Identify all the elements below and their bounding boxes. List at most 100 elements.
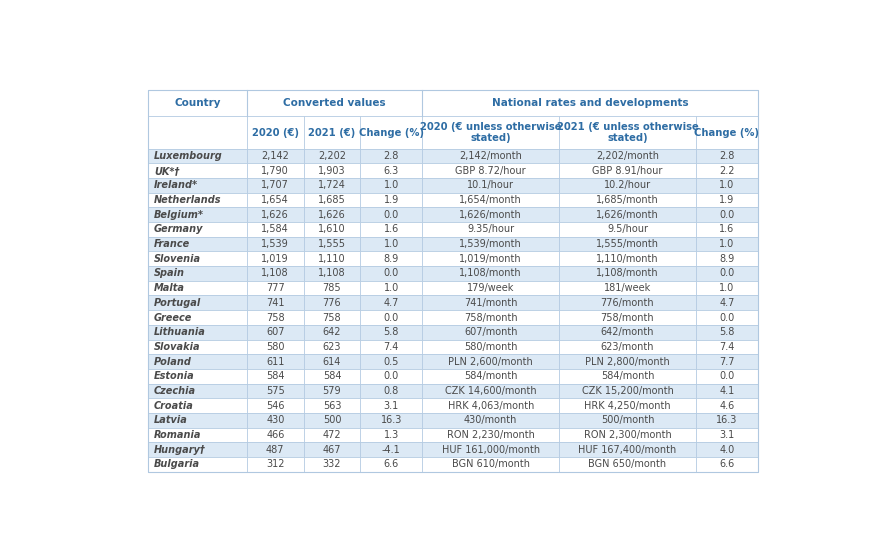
Text: Ireland*: Ireland* (154, 181, 198, 190)
Text: RON 2,230/month: RON 2,230/month (446, 430, 535, 440)
Bar (559, 339, 696, 354)
Text: 1,108/month: 1,108/month (460, 269, 522, 279)
Bar (361, 339, 423, 354)
Bar (303, 266, 361, 281)
Bar (423, 442, 559, 457)
Text: 2021 (€): 2021 (€) (309, 127, 355, 138)
Bar (149, 251, 247, 266)
Bar (423, 116, 559, 149)
Text: 16.3: 16.3 (716, 415, 737, 425)
Text: 1.9: 1.9 (384, 195, 399, 205)
Text: Change (%): Change (%) (359, 127, 423, 138)
Text: 1,110/month: 1,110/month (596, 254, 659, 264)
Bar (696, 354, 758, 369)
Text: PLN 2,800/month: PLN 2,800/month (585, 356, 670, 367)
Text: Czechia: Czechia (154, 386, 196, 396)
Text: 1,626: 1,626 (318, 210, 346, 220)
Text: 776: 776 (323, 298, 341, 308)
Bar (559, 237, 696, 251)
Bar (423, 251, 559, 266)
Text: 10.1/hour: 10.1/hour (468, 181, 514, 190)
Bar (361, 251, 423, 266)
Text: 563: 563 (323, 400, 341, 411)
Text: 579: 579 (323, 386, 341, 396)
Bar (696, 310, 758, 325)
Bar (696, 149, 758, 163)
Text: 179/week: 179/week (467, 283, 514, 293)
Text: 4.0: 4.0 (720, 444, 735, 455)
Bar (361, 442, 423, 457)
Bar (149, 149, 247, 163)
Bar (361, 149, 423, 163)
Text: HRK 4,250/month: HRK 4,250/month (584, 400, 671, 411)
Bar (149, 207, 247, 222)
Text: 332: 332 (323, 459, 341, 469)
Text: 1,685/month: 1,685/month (596, 195, 659, 205)
Bar (247, 428, 303, 442)
Bar (696, 339, 758, 354)
Text: 0.5: 0.5 (384, 356, 399, 367)
Bar (303, 413, 361, 428)
Bar (423, 266, 559, 281)
Text: 181/week: 181/week (604, 283, 652, 293)
Bar (361, 398, 423, 413)
Bar (696, 251, 758, 266)
Text: 1.0: 1.0 (384, 283, 399, 293)
Text: 1.0: 1.0 (384, 181, 399, 190)
Bar (559, 325, 696, 339)
Bar (423, 178, 559, 193)
Text: Estonia: Estonia (154, 371, 194, 381)
Text: 3.1: 3.1 (384, 400, 399, 411)
Bar (303, 193, 361, 207)
Bar (696, 457, 758, 472)
Bar (361, 295, 423, 310)
Text: 6.6: 6.6 (720, 459, 735, 469)
Text: 776/month: 776/month (601, 298, 654, 308)
Bar (149, 266, 247, 281)
Bar (303, 207, 361, 222)
Bar (247, 207, 303, 222)
Bar (149, 384, 247, 398)
Text: 0.0: 0.0 (384, 210, 399, 220)
Text: 1,539: 1,539 (262, 239, 289, 249)
Bar (696, 116, 758, 149)
Text: 4.1: 4.1 (720, 386, 735, 396)
Text: 4.7: 4.7 (384, 298, 399, 308)
Bar (247, 457, 303, 472)
Bar (247, 384, 303, 398)
Text: Slovenia: Slovenia (154, 254, 202, 264)
Bar (303, 398, 361, 413)
Text: 1.0: 1.0 (720, 283, 735, 293)
Bar (149, 325, 247, 339)
Bar (247, 222, 303, 237)
Bar (559, 354, 696, 369)
Bar (247, 251, 303, 266)
Text: 1.3: 1.3 (384, 430, 399, 440)
Bar (247, 413, 303, 428)
Text: 758: 758 (266, 312, 285, 323)
Text: Spain: Spain (154, 269, 185, 279)
Text: 10.2/hour: 10.2/hour (604, 181, 651, 190)
Bar (149, 222, 247, 237)
Bar (303, 222, 361, 237)
Bar (423, 325, 559, 339)
Bar (361, 193, 423, 207)
Bar (423, 310, 559, 325)
Text: 607/month: 607/month (464, 327, 517, 337)
Bar (149, 398, 247, 413)
Bar (696, 325, 758, 339)
Text: 785: 785 (323, 283, 341, 293)
Bar (423, 281, 559, 295)
Bar (423, 149, 559, 163)
Text: Greece: Greece (154, 312, 193, 323)
Text: Country: Country (174, 98, 221, 108)
Text: 741: 741 (266, 298, 285, 308)
Text: HUF 161,000/month: HUF 161,000/month (442, 444, 540, 455)
Bar (149, 442, 247, 457)
Text: Portugal: Portugal (154, 298, 202, 308)
Bar (423, 354, 559, 369)
Text: 1.9: 1.9 (720, 195, 735, 205)
Text: 1.0: 1.0 (720, 181, 735, 190)
Text: 2,142: 2,142 (262, 151, 289, 161)
Text: CZK 15,200/month: CZK 15,200/month (582, 386, 674, 396)
